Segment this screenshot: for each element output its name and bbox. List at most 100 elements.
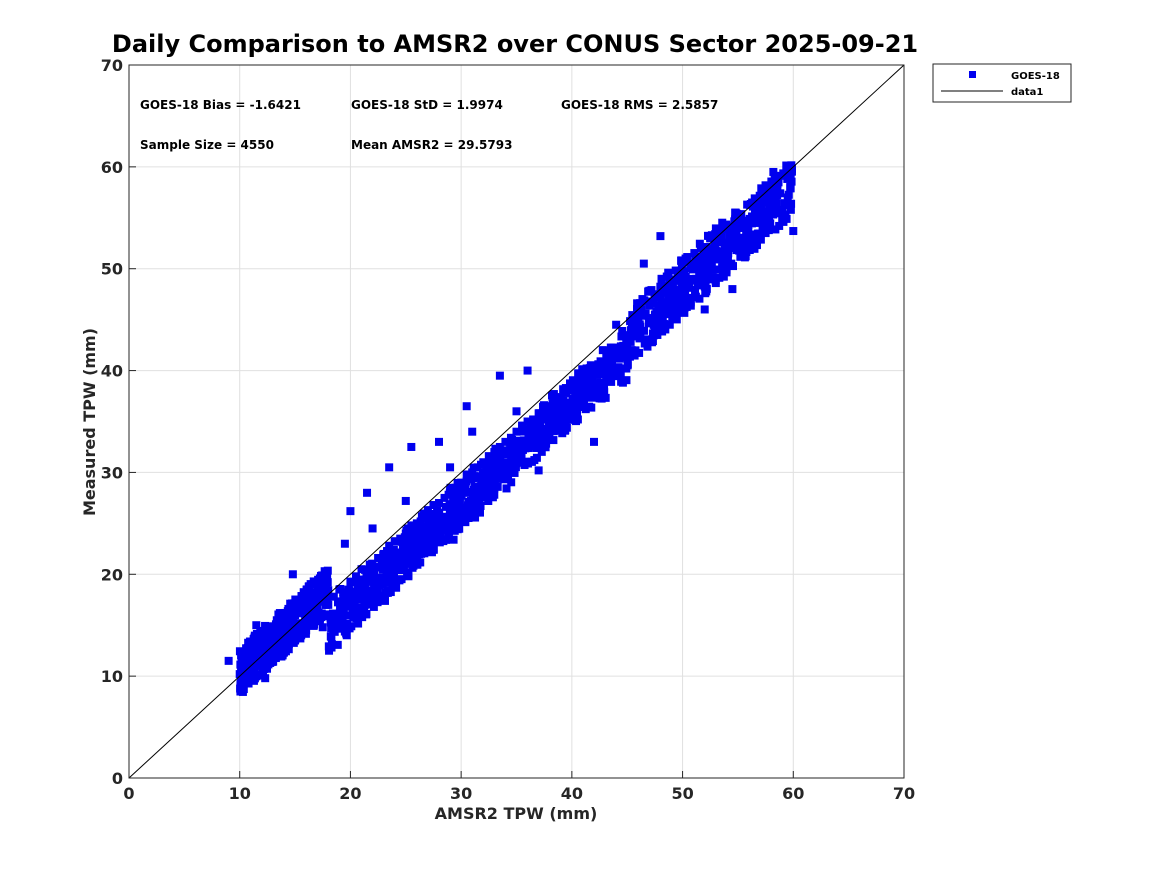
data-point <box>424 515 433 524</box>
data-point <box>717 238 726 247</box>
data-point <box>579 394 588 403</box>
data-point <box>578 365 587 374</box>
data-point <box>291 610 300 619</box>
data-point <box>690 263 699 272</box>
data-point <box>289 638 298 647</box>
data-point <box>271 620 280 629</box>
data-point <box>323 566 332 575</box>
data-point <box>753 213 762 222</box>
data-point <box>363 488 372 497</box>
data-point <box>657 320 666 329</box>
data-point <box>252 621 261 630</box>
data-point <box>517 452 526 461</box>
data-point <box>470 482 479 491</box>
data-point <box>561 421 570 430</box>
data-point <box>435 498 443 507</box>
data-point <box>641 309 650 318</box>
data-point <box>645 286 654 295</box>
data-point <box>622 376 631 385</box>
data-point <box>651 292 660 301</box>
data-point <box>710 237 719 246</box>
data-point <box>671 301 680 310</box>
data-point <box>523 444 532 453</box>
data-point <box>729 262 738 271</box>
data-point <box>719 272 728 281</box>
x-tick-label: 20 <box>339 784 361 803</box>
data-point <box>408 563 417 572</box>
data-point <box>552 414 561 423</box>
data-point <box>489 470 498 479</box>
data-point <box>493 474 502 483</box>
data-point <box>284 634 293 643</box>
data-point <box>753 231 762 240</box>
data-point <box>313 608 322 617</box>
data-point <box>429 515 438 524</box>
data-point <box>541 443 550 452</box>
data-point <box>582 364 591 373</box>
data-point <box>364 565 373 574</box>
data-point <box>579 376 588 385</box>
data-point <box>606 347 615 356</box>
data-point <box>549 395 558 404</box>
data-point <box>764 211 773 220</box>
data-point <box>532 419 541 428</box>
data-point <box>698 256 707 265</box>
data-point <box>395 576 404 585</box>
data-point <box>413 558 422 567</box>
data-point <box>669 294 678 303</box>
data-point <box>307 603 316 612</box>
data-point <box>692 274 701 283</box>
data-point <box>639 259 648 268</box>
data-point <box>707 244 716 253</box>
data-point <box>346 507 355 516</box>
data-point <box>771 225 780 234</box>
data-point <box>664 291 673 300</box>
data-point <box>617 332 626 341</box>
data-point <box>586 373 595 382</box>
data-point <box>628 327 637 336</box>
data-point <box>467 475 476 484</box>
data-point <box>340 625 349 634</box>
data-point <box>356 578 365 587</box>
data-point <box>421 543 430 552</box>
x-tick-label: 0 <box>123 784 134 803</box>
data-point <box>770 172 779 181</box>
data-point <box>476 472 485 481</box>
data-point <box>256 654 265 663</box>
data-point <box>600 388 609 397</box>
data-point <box>297 592 306 601</box>
data-point <box>385 541 394 550</box>
data-point <box>469 463 478 472</box>
data-point <box>572 396 581 405</box>
data-point <box>607 377 616 386</box>
data-point <box>676 276 685 285</box>
data-point <box>636 331 645 340</box>
data-point <box>438 512 447 521</box>
data-point <box>379 556 388 565</box>
data-point <box>612 320 621 329</box>
stat-bias: GOES-18 Bias = -1.6421 <box>140 98 301 112</box>
x-tick-label: 40 <box>561 784 583 803</box>
data-point <box>660 303 669 312</box>
data-point <box>519 427 528 436</box>
data-point <box>446 507 455 516</box>
data-point <box>766 219 775 228</box>
data-point <box>373 598 382 607</box>
data-point <box>740 233 749 242</box>
data-point <box>538 412 547 421</box>
legend[interactable]: GOES-18 data1 <box>932 63 1072 103</box>
data-point <box>440 493 449 502</box>
data-point <box>785 167 794 176</box>
data-point <box>681 272 690 281</box>
data-point <box>767 199 776 208</box>
data-point <box>685 278 694 287</box>
data-point <box>748 212 757 221</box>
data-point <box>515 436 524 445</box>
data-point <box>274 610 283 619</box>
data-point <box>278 649 287 658</box>
data-point <box>309 621 318 630</box>
data-point <box>439 525 448 534</box>
data-point <box>623 361 632 370</box>
data-point <box>487 464 496 473</box>
data-point <box>322 590 331 599</box>
